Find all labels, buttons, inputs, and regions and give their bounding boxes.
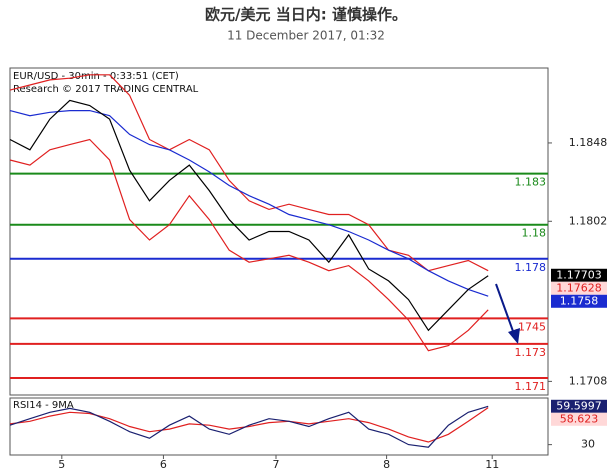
x-tick-label: 5 (58, 458, 65, 471)
y-tick-label: 1.1802 (569, 214, 608, 227)
price-tag-label: 59.5997 (556, 399, 602, 412)
series-line (9, 110, 489, 297)
price-tag-label: 1.17703 (556, 268, 602, 281)
header-bg (0, 0, 613, 58)
level-label: 1.183 (515, 176, 547, 189)
chart-subtitle: Research © 2017 TRADING CENTRAL (13, 84, 199, 95)
price-tag (551, 268, 607, 282)
series-line (9, 407, 489, 443)
price-tag-label: 1.1758 (560, 294, 599, 307)
arrow-head (508, 328, 520, 344)
series-line (9, 405, 489, 448)
level-label: 1.171 (515, 380, 547, 393)
page-title: 欧元/美元 当日内: 谨慎操作。 (205, 6, 407, 24)
level-label: 1.173 (515, 346, 547, 359)
y-tick-label: 1.1708 (569, 374, 608, 387)
series-line (9, 138, 489, 352)
price-tag (551, 294, 607, 308)
x-tick-label: 11 (485, 458, 499, 471)
series-line (9, 74, 489, 272)
marks: 1.1848 1.1802 1.1708 5 6 7 8 11 1.183 1.18 1.178 .1… (9, 74, 608, 471)
y-tick-label: 1.1848 (569, 136, 608, 149)
x-tick-label: 6 (160, 458, 167, 471)
rsi-title: RSI14 - 9MA (13, 400, 74, 411)
chart-title: EUR/USD - 30min - 0:33:51 (CET) (13, 71, 179, 82)
rsi-panel (9, 397, 549, 456)
x-tick-label: 8 (383, 458, 390, 471)
level-label: .1745 (515, 320, 547, 333)
page-date: 11 December 2017, 01:32 (227, 29, 385, 43)
x-tick-label: 7 (273, 458, 280, 471)
y-tick-label: 30 (581, 438, 595, 451)
series-line (9, 99, 489, 332)
price-tag (551, 281, 607, 295)
price-tag-label: 58.623 (560, 412, 599, 425)
level-label: 1.178 (515, 261, 547, 274)
price-tag (551, 399, 607, 413)
level-label: 1.18 (522, 227, 547, 240)
price-tag (551, 412, 607, 426)
price-tag-label: 1.17628 (556, 281, 602, 294)
forecast-arrow (495, 283, 515, 335)
